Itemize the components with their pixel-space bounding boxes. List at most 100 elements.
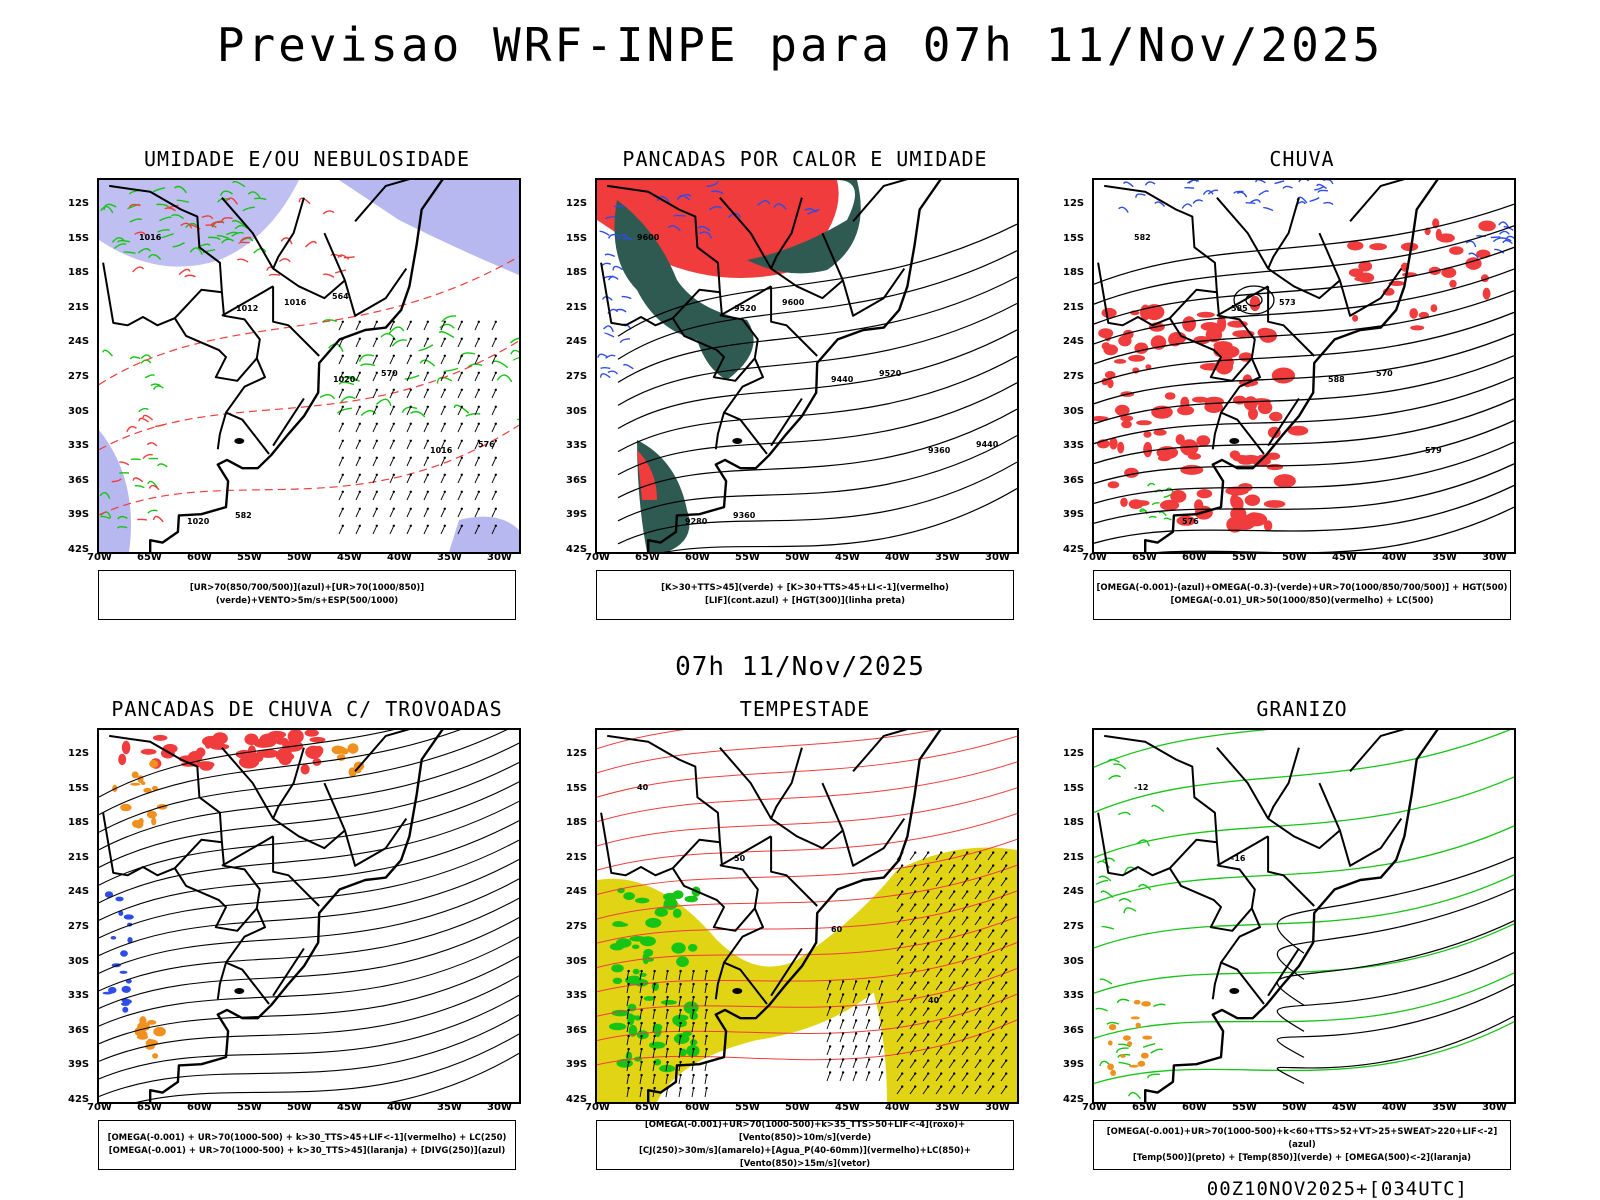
lon-tick-label: 35W xyxy=(1432,1102,1457,1113)
lat-tick-label: 24S xyxy=(1063,886,1085,898)
contour-label: 582 xyxy=(235,511,252,520)
lon-tick-label: 45W xyxy=(1332,552,1357,563)
lon-tick-label: 50W xyxy=(1282,552,1307,563)
lat-tick-label: 30S xyxy=(1063,955,1085,967)
lon-tick-label: 60W xyxy=(187,1102,212,1113)
panel-title-umidade: UMIDADE E/OU NEBULOSIDADE xyxy=(143,147,471,171)
panel-title-trovoadas: PANCADAS DE CHUVA C/ TROVOADAS xyxy=(111,697,503,721)
legend-line: [OMEGA(-0.001) + UR>70(1000-500) + k>30_… xyxy=(108,1146,506,1156)
lat-tick-label: 15S xyxy=(1063,232,1085,244)
lon-tick-label: 60W xyxy=(187,552,212,563)
lat-tick-label: 33S xyxy=(68,990,90,1002)
lat-tick-label: 18S xyxy=(68,267,90,279)
lon-tick-label: 40W xyxy=(885,552,910,563)
lat-tick-label: 39S xyxy=(566,509,588,521)
lon-tick-label: 60W xyxy=(1182,1102,1207,1113)
lon-tick-label: 30W xyxy=(487,552,512,563)
lon-tick-label: 35W xyxy=(1432,552,1457,563)
lat-tick-label: 12S xyxy=(566,748,588,759)
lon-tick-label: 70W xyxy=(1082,1102,1107,1113)
panel-title-granizo: GRANIZO xyxy=(1256,697,1348,721)
contour-label: 1016 xyxy=(284,298,307,307)
lon-tick-label: 55W xyxy=(735,552,760,563)
lat-tick-label: 21S xyxy=(1063,301,1085,313)
lat-tick-label: 15S xyxy=(566,232,588,244)
legend-line: [OMEGA(-0.001)-(azul)+OMEGA(-0.3)-(verde… xyxy=(1096,583,1508,593)
contour-label: 9520 xyxy=(734,304,757,313)
lon-tick-label: 55W xyxy=(237,552,262,563)
contour-label: 1016 xyxy=(430,446,453,455)
lat-tick-label: 15S xyxy=(68,232,90,244)
lat-tick-label: 36S xyxy=(1063,1024,1085,1036)
lon-tick-label: 45W xyxy=(337,1102,362,1113)
lat-tick-label: 42S xyxy=(1063,544,1085,555)
lat-tick-label: 36S xyxy=(566,1024,588,1036)
lat-tick-label: 36S xyxy=(1063,474,1085,486)
lat-tick-label: 42S xyxy=(68,1094,90,1105)
lon-tick-label: 30W xyxy=(487,1102,512,1113)
lon-tick-label: 35W xyxy=(935,552,960,563)
lat-tick-label: 39S xyxy=(1063,1059,1085,1071)
contour-label: 50 xyxy=(734,854,746,863)
lon-tick-label: 30W xyxy=(1482,552,1507,563)
lat-tick-label: 39S xyxy=(68,1059,90,1071)
lon-tick-label: 45W xyxy=(835,552,860,563)
lon-tick-label: 70W xyxy=(585,1102,610,1113)
lon-tick-label: 55W xyxy=(237,1102,262,1113)
lon-tick-label: 50W xyxy=(287,552,312,563)
lon-tick-label: 30W xyxy=(985,552,1010,563)
lon-tick-label: 40W xyxy=(1382,552,1407,563)
contour-label: 40 xyxy=(928,996,940,1005)
contour-label: 9520 xyxy=(879,369,902,378)
lat-tick-label: 27S xyxy=(1063,921,1085,932)
contour-label: 1020 xyxy=(187,517,210,526)
legend-line: [LIF](cont.azul) + [HGT(300)](linha pret… xyxy=(704,596,906,606)
legend-line: [OMEGA(-0.001) + UR>70(1000-500) + k>30_… xyxy=(107,1133,507,1143)
contour-label: 588 xyxy=(1328,375,1345,384)
lat-tick-label: 42S xyxy=(68,544,90,555)
lon-tick-label: 60W xyxy=(1182,552,1207,563)
lat-tick-label: 18S xyxy=(68,817,90,829)
lat-tick-label: 12S xyxy=(68,198,90,209)
lon-tick-label: 50W xyxy=(287,1102,312,1113)
lat-tick-label: 33S xyxy=(566,440,588,452)
lat-tick-label: 39S xyxy=(68,509,90,521)
lon-tick-label: 45W xyxy=(835,1102,860,1113)
lat-tick-label: 18S xyxy=(566,817,588,829)
contour-label: 1020 xyxy=(333,375,356,384)
lon-tick-label: 45W xyxy=(337,552,362,563)
lat-tick-label: 15S xyxy=(68,782,90,794)
lon-tick-label: 65W xyxy=(137,1102,162,1113)
panel-title-pancadas_calor: PANCADAS POR CALOR E UMIDADE xyxy=(622,147,988,171)
contour-label: 570 xyxy=(1376,369,1393,378)
contour-label: 576 xyxy=(478,440,495,449)
lon-tick-label: 65W xyxy=(1132,552,1157,563)
lat-tick-label: 27S xyxy=(566,371,588,382)
legend-line: [OMEGA(-0.001)+UR>70(1000-500)+k<60+TTS>… xyxy=(1106,1126,1498,1150)
lat-tick-label: 24S xyxy=(1063,336,1085,348)
lat-tick-label: 12S xyxy=(68,748,90,759)
contour-label: 564 xyxy=(332,292,349,301)
lat-tick-label: 30S xyxy=(68,405,90,417)
lat-tick-label: 21S xyxy=(566,851,588,863)
lat-tick-label: 15S xyxy=(566,782,588,794)
lat-tick-label: 33S xyxy=(68,440,90,452)
contour-label: 9600 xyxy=(782,298,805,307)
map-trovoadas xyxy=(97,728,521,1104)
lat-tick-label: 18S xyxy=(566,267,588,279)
map-granizo: -12 -16 xyxy=(1092,728,1516,1104)
lat-tick-label: 12S xyxy=(1063,748,1085,759)
lat-tick-label: 24S xyxy=(566,886,588,898)
lon-tick-label: 55W xyxy=(1232,1102,1257,1113)
map-umidade: 1016 1012 1020 1016 1020 1016 570 576 582 564 xyxy=(97,178,521,554)
lon-tick-label: 60W xyxy=(685,552,710,563)
lat-tick-label: 42S xyxy=(1063,1094,1085,1105)
lat-tick-label: 21S xyxy=(566,301,588,313)
legend-tempestade: [OMEGA(-0.001)+UR>70(1000-500)+k>35_TTS>… xyxy=(596,1120,1014,1170)
map-tempestade: 40 50 60 40 xyxy=(595,728,1019,1104)
lat-tick-label: 21S xyxy=(68,851,90,863)
lat-tick-label: 27S xyxy=(566,921,588,932)
lat-tick-label: 30S xyxy=(566,955,588,967)
legend-line: [OMEGA(-0.001)+UR>70(1000-500)+k>35_TTS>… xyxy=(644,1120,966,1143)
legend-line: [Temp(500)](preto) + [Temp(850)](verde) … xyxy=(1132,1152,1472,1163)
